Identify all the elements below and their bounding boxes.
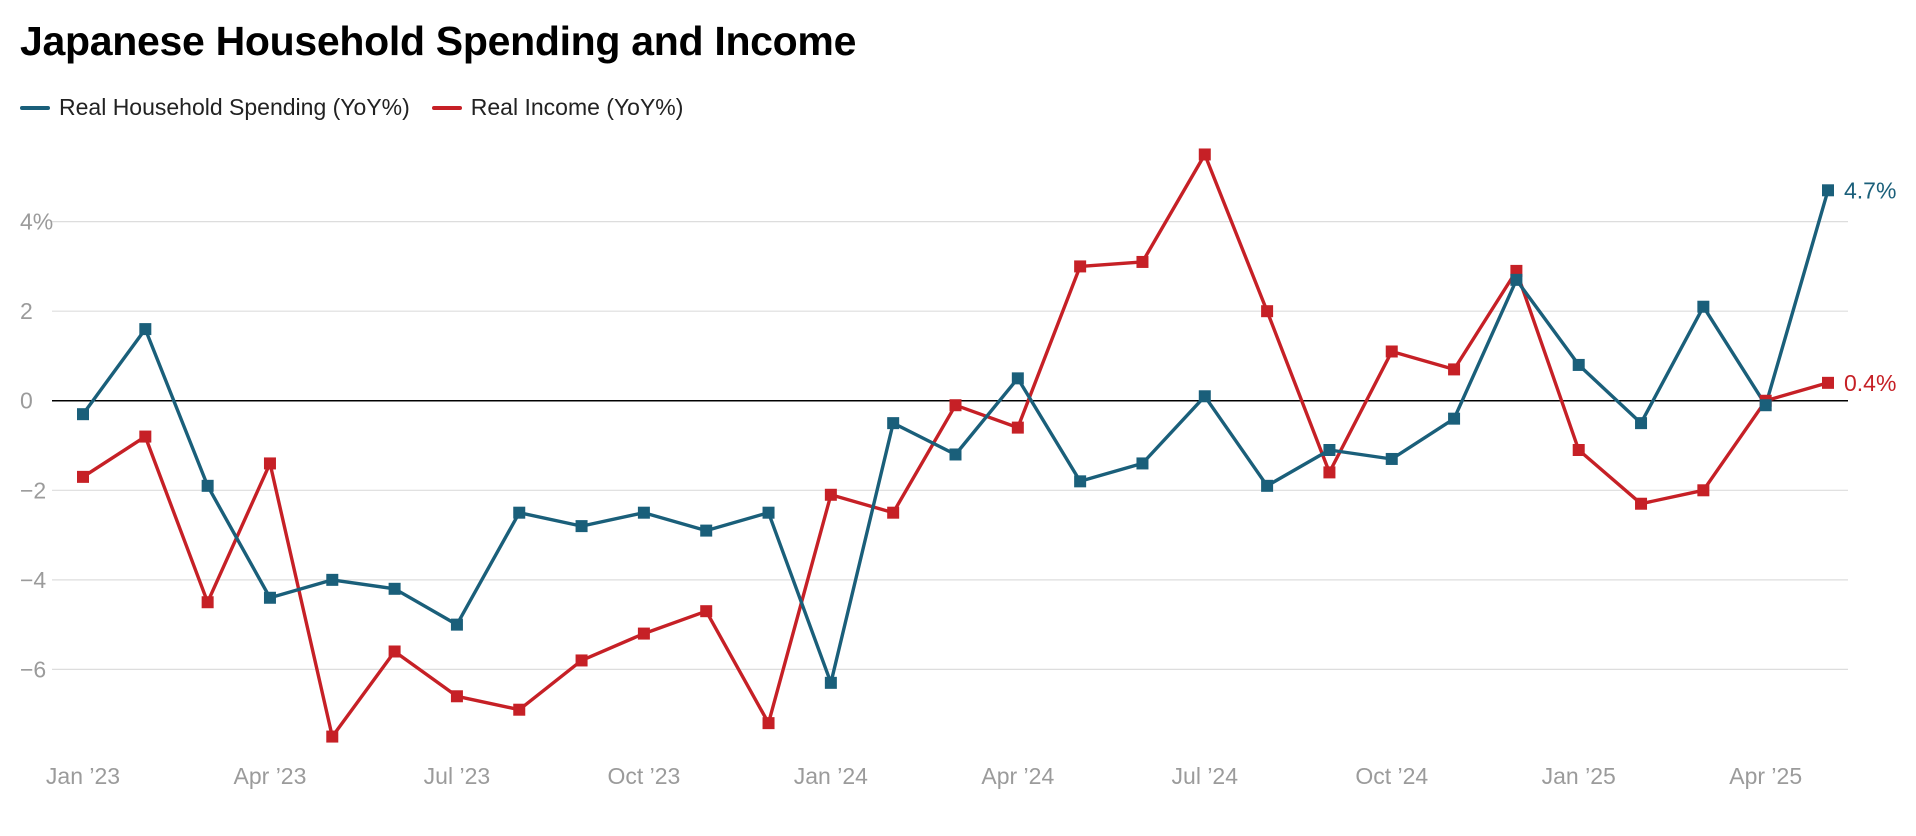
y-tick-label: −6 xyxy=(20,656,46,682)
x-tick-label: Jul ’24 xyxy=(1172,763,1239,789)
legend-item-spending: Real Household Spending (YoY%) xyxy=(20,94,410,121)
y-tick-label: −4 xyxy=(20,567,46,593)
data-point-income xyxy=(77,470,89,483)
data-point-spending xyxy=(326,573,339,586)
data-point-income xyxy=(824,488,837,501)
data-point-spending xyxy=(201,479,214,492)
legend-item-income: Real Income (YoY%) xyxy=(431,94,684,121)
data-point-spending xyxy=(1011,372,1024,385)
x-tick-label: Jan ’25 xyxy=(1542,763,1616,789)
data-point-income xyxy=(1572,444,1585,456)
data-point-income xyxy=(1822,376,1834,389)
y-tick-label: 2 xyxy=(20,298,33,324)
x-tick-label: Apr ’24 xyxy=(981,763,1054,789)
data-point-spending xyxy=(1136,457,1149,470)
data-point-spending xyxy=(700,524,713,537)
legend: Real Household Spending (YoY%) Real Inco… xyxy=(20,94,705,121)
x-tick-label: Oct ’24 xyxy=(1355,763,1428,789)
data-point-spending xyxy=(1572,358,1585,371)
data-point-income xyxy=(1074,260,1087,273)
data-point-spending xyxy=(77,408,89,421)
data-point-spending xyxy=(1822,184,1834,197)
data-point-spending xyxy=(762,506,775,519)
data-point-income xyxy=(326,730,339,743)
data-point-income xyxy=(388,645,401,658)
data-point-income xyxy=(1323,466,1336,479)
data-point-income xyxy=(263,457,276,470)
data-point-spending xyxy=(1448,412,1461,425)
y-tick-label: −2 xyxy=(20,477,46,503)
data-point-spending xyxy=(1385,452,1398,465)
data-point-income xyxy=(1448,363,1461,376)
grid-lines xyxy=(52,221,1848,671)
data-point-income xyxy=(1385,345,1398,358)
x-tick-label: Jan ’24 xyxy=(794,763,868,789)
data-point-spending xyxy=(513,506,526,519)
data-point-income xyxy=(139,430,152,443)
data-point-spending xyxy=(887,417,900,430)
data-point-spending xyxy=(139,323,152,336)
y-tick-label: 0 xyxy=(20,388,33,414)
x-axis-ticks: Jan ’23 Apr ’23 Jul ’23 Oct ’23 Jan ’24 Apr ’… xyxy=(46,763,1802,789)
series-line-spending xyxy=(81,188,1830,685)
legend-label-spending: Real Household Spending (YoY%) xyxy=(59,94,410,120)
y-axis-ticks: 4% 2 0 −2 −4 −6 xyxy=(20,209,53,683)
end-labels: 0.4% 4.7% xyxy=(1844,177,1896,396)
data-point-spending xyxy=(450,618,463,631)
data-point-spending xyxy=(824,676,837,689)
x-tick-label: Apr ’23 xyxy=(234,763,307,789)
end-label-spending: 4.7% xyxy=(1844,177,1896,203)
x-tick-label: Jul ’23 xyxy=(424,763,490,789)
data-point-spending xyxy=(637,506,650,519)
data-point-income xyxy=(887,506,900,519)
x-tick-label: Jan ’23 xyxy=(46,763,120,789)
legend-swatch-spending xyxy=(20,105,50,110)
data-point-income xyxy=(700,605,713,618)
series-markers xyxy=(77,148,1834,743)
data-point-spending xyxy=(1759,399,1772,412)
data-point-spending xyxy=(1323,444,1336,456)
data-point-income xyxy=(1136,255,1149,268)
data-point-spending xyxy=(1697,300,1710,313)
data-point-income xyxy=(1198,148,1211,161)
series-line-income xyxy=(81,152,1830,739)
data-point-income xyxy=(450,690,463,703)
data-point-spending xyxy=(1198,390,1211,403)
data-point-income xyxy=(201,596,214,609)
data-point-income xyxy=(575,654,588,667)
chart-title: Japanese Household Spending and Income xyxy=(20,18,857,64)
data-point-income xyxy=(1697,484,1710,497)
data-point-income xyxy=(1011,421,1024,434)
end-label-income: 0.4% xyxy=(1844,370,1896,396)
data-point-spending xyxy=(263,591,276,604)
data-point-spending xyxy=(1074,475,1087,488)
data-point-income xyxy=(1635,497,1648,510)
data-point-income xyxy=(513,703,526,716)
data-point-spending xyxy=(1635,417,1648,430)
data-point-income xyxy=(637,627,650,640)
series-lines xyxy=(81,152,1830,739)
data-point-income xyxy=(762,717,775,730)
data-point-spending xyxy=(949,448,962,461)
data-point-income xyxy=(949,399,962,412)
legend-swatch-income xyxy=(431,105,462,110)
y-tick-label: 4% xyxy=(20,209,53,235)
data-point-income xyxy=(1261,305,1274,318)
data-point-spending xyxy=(388,582,401,595)
x-tick-label: Oct ’23 xyxy=(607,763,680,789)
legend-label-income: Real Income (YoY%) xyxy=(470,94,684,120)
data-point-spending xyxy=(1510,273,1523,286)
x-tick-label: Apr ’25 xyxy=(1729,763,1802,789)
data-point-spending xyxy=(1261,479,1274,492)
data-point-spending xyxy=(575,520,588,533)
